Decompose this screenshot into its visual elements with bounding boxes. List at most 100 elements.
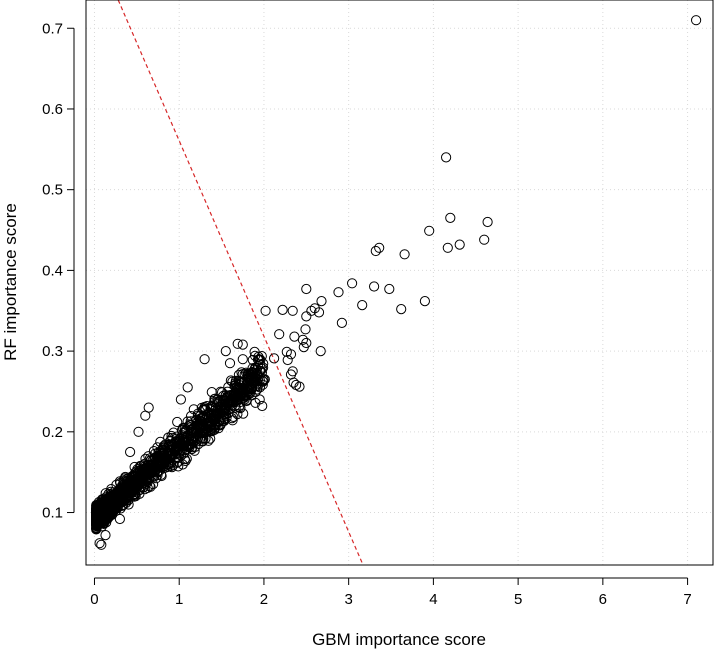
reference-line-layer — [117, 0, 364, 565]
x-tick-label: 0 — [90, 591, 98, 608]
cluster-point — [233, 369, 244, 380]
data-point — [224, 358, 236, 369]
data-point — [250, 397, 261, 408]
cluster-point — [154, 450, 165, 461]
data-point — [274, 329, 285, 340]
data-point — [370, 245, 381, 257]
data-point — [114, 513, 126, 525]
cluster-point — [151, 460, 162, 471]
point-cloud — [91, 350, 269, 535]
plot-frame — [85, 0, 714, 566]
cluster-point — [163, 444, 174, 455]
data-point — [419, 296, 430, 307]
y-tick-label: 0.7 — [42, 20, 63, 37]
cluster-point — [196, 428, 208, 439]
cluster-point — [171, 436, 182, 447]
cluster-point — [231, 396, 242, 407]
data-point — [333, 287, 344, 298]
data-point — [96, 539, 107, 550]
cluster-point — [138, 482, 149, 493]
cluster-point — [179, 422, 190, 434]
cluster-point — [228, 411, 239, 422]
data-point — [306, 305, 317, 316]
x-axis-title: GBM importance score — [312, 630, 486, 649]
y-tick-label: 0.2 — [42, 424, 63, 441]
cluster-point — [95, 506, 106, 517]
data-point — [94, 538, 105, 549]
cluster-point — [230, 388, 241, 399]
data-point — [259, 374, 270, 385]
x-tick-label: 7 — [683, 591, 691, 608]
cluster-point — [185, 416, 196, 427]
cluster-point — [188, 433, 199, 444]
cluster-point — [137, 466, 148, 477]
data-point — [175, 394, 186, 405]
data-point — [313, 307, 325, 318]
data-point — [384, 283, 395, 295]
x-tick-label: 3 — [344, 591, 352, 608]
cluster-point — [116, 492, 127, 503]
cluster-point — [224, 397, 235, 408]
data-point — [252, 361, 264, 372]
cluster-point — [190, 441, 201, 452]
data-point — [441, 152, 452, 163]
reference-line — [117, 0, 364, 565]
data-point — [285, 349, 297, 360]
data-point — [369, 281, 380, 292]
cluster-point — [238, 408, 249, 419]
data-point — [277, 304, 288, 315]
cluster-point — [230, 375, 241, 386]
data-point — [300, 324, 311, 335]
data-point — [125, 446, 136, 458]
data-point — [269, 353, 280, 364]
cluster-point — [258, 362, 269, 373]
data-point — [260, 305, 271, 316]
cluster-point — [219, 415, 230, 427]
cluster-point — [193, 439, 204, 450]
data-point — [282, 354, 293, 366]
cluster-point — [119, 486, 130, 497]
cluster-point — [128, 485, 140, 496]
cluster-point — [200, 433, 211, 444]
data-point — [691, 15, 702, 26]
y-tick-label: 0.4 — [42, 262, 63, 279]
cluster-point — [145, 467, 157, 479]
data-point — [133, 426, 144, 437]
data-point — [357, 300, 368, 311]
data-point — [101, 503, 112, 514]
cluster-point — [109, 498, 120, 509]
x-tick-label: 4 — [429, 591, 437, 608]
y-axis-title: RF importance score — [1, 203, 20, 361]
cluster-point — [111, 491, 122, 502]
data-point — [479, 234, 490, 245]
cluster-point — [235, 396, 246, 408]
data-point — [237, 354, 248, 365]
cluster-point — [247, 354, 258, 366]
cluster-point — [138, 465, 149, 476]
data-point — [301, 311, 312, 322]
data-point — [374, 242, 385, 253]
x-tick-label: 6 — [599, 591, 607, 608]
cluster-point — [109, 490, 120, 501]
x-tick-label: 1 — [175, 591, 183, 608]
data-point — [445, 212, 456, 223]
cluster-point — [206, 387, 217, 398]
cluster-point — [91, 519, 102, 531]
data-point — [232, 338, 243, 349]
cluster-point — [212, 396, 223, 407]
data-point — [315, 346, 326, 357]
cluster-point — [246, 384, 257, 395]
cluster-point — [213, 423, 224, 434]
cluster-point — [228, 390, 239, 401]
data-point — [316, 296, 327, 307]
data-point — [237, 339, 248, 350]
data-point — [249, 346, 260, 357]
cluster-point — [110, 492, 121, 503]
data-point — [442, 242, 453, 253]
data-point — [100, 530, 111, 541]
cluster-point — [99, 506, 110, 517]
data-point — [396, 304, 407, 315]
cluster-point — [186, 443, 197, 455]
data-point — [287, 305, 298, 316]
cluster-point — [177, 430, 188, 441]
